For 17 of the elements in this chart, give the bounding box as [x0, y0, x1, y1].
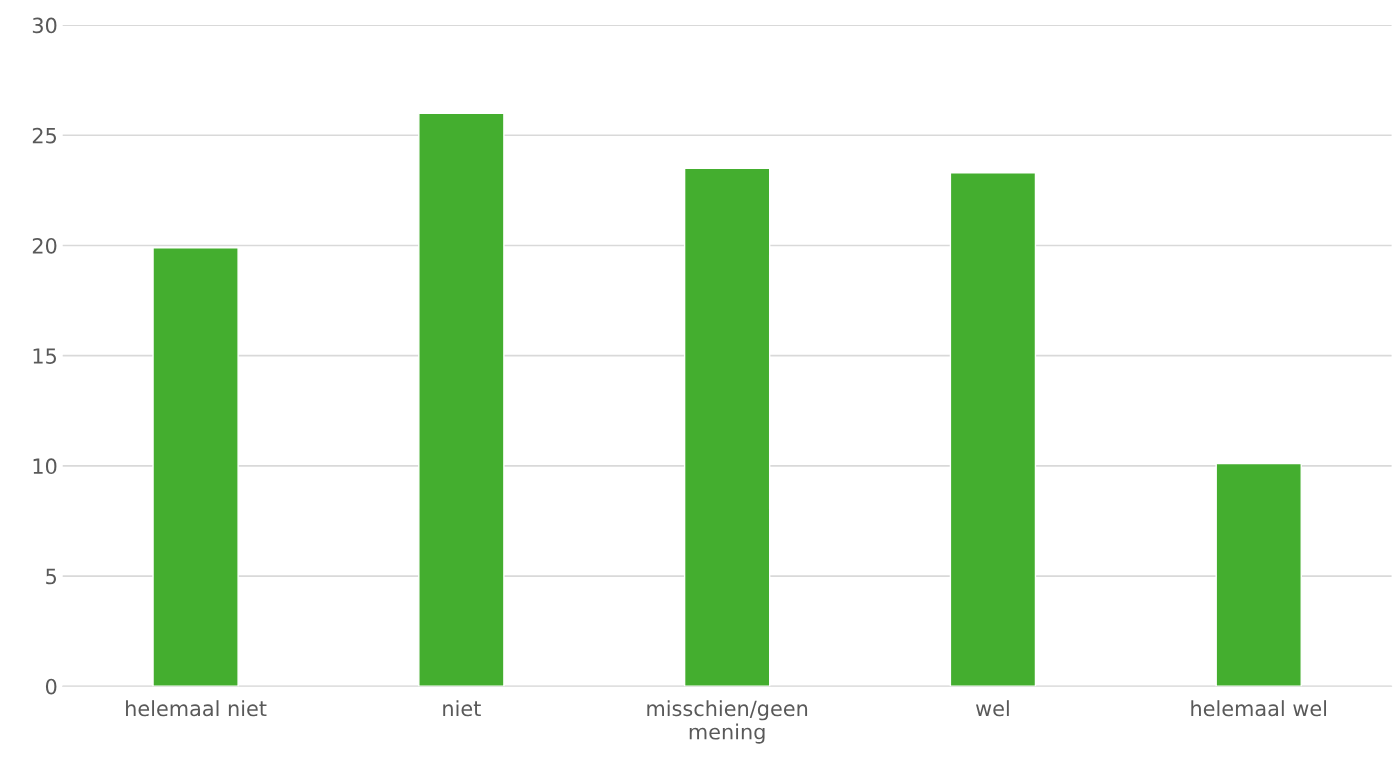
y-tick-label: 30 — [32, 17, 57, 34]
y-tick-label: 20 — [32, 237, 57, 254]
y-tick-label: 25 — [32, 127, 56, 144]
x-tick-label: misschien/geen mening — [647, 700, 808, 744]
bar — [683, 167, 771, 687]
x-tick-label: helemaal wel — [1191, 700, 1327, 717]
bar — [418, 112, 505, 687]
x-tick-label: niet — [443, 700, 481, 717]
y-tick-label: 15 — [33, 348, 56, 364]
y-tick-label: 0 — [45, 678, 57, 695]
y-tick-label: 10 — [33, 458, 57, 475]
bar — [1215, 462, 1302, 687]
y-tick-label: 5 — [46, 568, 56, 585]
x-tick-label: helemaal niet — [126, 700, 267, 717]
bar — [949, 172, 1037, 687]
bar — [152, 246, 239, 687]
x-tick-label: wel — [975, 700, 1009, 717]
